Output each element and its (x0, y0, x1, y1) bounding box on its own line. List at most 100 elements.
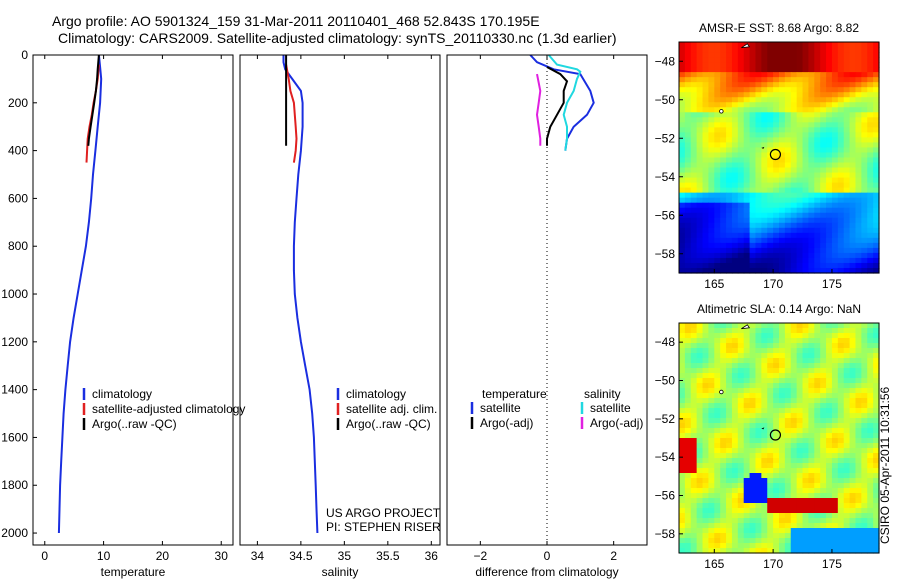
map-cell (779, 242, 786, 249)
map-cell (784, 488, 792, 494)
map-cell (802, 513, 810, 519)
map-cell (779, 548, 786, 554)
map-cell (779, 202, 786, 209)
map-cell (702, 167, 710, 174)
map-cell (843, 237, 851, 244)
map-cell (796, 97, 804, 103)
map-cell (814, 338, 821, 344)
map-cell (690, 127, 698, 133)
map-cell (867, 538, 874, 544)
map-cell (708, 267, 715, 274)
map-cell (855, 368, 862, 374)
map-cell (679, 257, 686, 264)
map-cell (767, 543, 774, 549)
map-cell (702, 67, 710, 73)
map-cell (773, 443, 780, 449)
map-cell (790, 483, 798, 489)
map-cell (820, 528, 827, 534)
map-cell (749, 147, 757, 154)
map-cell (708, 463, 715, 469)
map-cell (867, 373, 874, 379)
map-cell (873, 202, 880, 209)
map-cell (743, 458, 751, 464)
island-outline (761, 427, 765, 430)
map-cell (784, 323, 792, 329)
map-cell (826, 152, 833, 159)
map-cell (802, 398, 810, 404)
map-cell (684, 458, 692, 464)
map-cell (802, 107, 810, 113)
map-cell (679, 112, 686, 118)
map-cell (784, 493, 792, 499)
map-cell (726, 533, 733, 539)
map-cell (802, 182, 810, 189)
map-cell (720, 212, 727, 219)
map-cell (867, 503, 874, 509)
map-cell (737, 398, 745, 404)
map-cell (867, 513, 874, 519)
map-cell (726, 538, 733, 544)
map-cell (873, 72, 880, 78)
map-cell (837, 418, 845, 424)
map-cell (867, 67, 874, 73)
map-cell (796, 338, 804, 344)
map-cell (831, 373, 839, 379)
legend-label: Argo(-adj) (480, 416, 533, 430)
map-cell (720, 197, 727, 204)
map-cell (731, 72, 739, 78)
map-cell (843, 458, 851, 464)
map-cell (855, 488, 862, 494)
map-cell (867, 92, 874, 98)
map-cell (749, 508, 757, 514)
map-cell (779, 112, 786, 118)
map-cell (743, 237, 751, 244)
map-cell (708, 453, 715, 459)
map-cell (790, 97, 798, 103)
legend-label: Argo(..raw -QC) (346, 417, 431, 431)
map-cell (855, 378, 862, 384)
map-cell (808, 162, 815, 169)
map-cell (773, 413, 780, 419)
map-cell (702, 257, 710, 264)
map-cell (773, 373, 780, 379)
map-cell (826, 438, 833, 444)
map-cell (773, 543, 780, 549)
map-cell (720, 323, 727, 329)
map-cell (761, 373, 768, 379)
map-cell (831, 252, 839, 259)
map-cell (702, 378, 710, 384)
map-cell (679, 338, 686, 344)
map-cell (755, 142, 762, 149)
map-cell (708, 42, 715, 48)
map-cell (796, 423, 804, 429)
map-cell (796, 217, 804, 224)
map-cell (831, 393, 839, 399)
map-cell (796, 483, 804, 489)
map-cell (720, 157, 727, 164)
map-cell (790, 463, 798, 469)
map-cell (820, 483, 827, 489)
map-cell (837, 172, 845, 179)
map-cell (714, 398, 721, 404)
map-cell (690, 328, 698, 334)
map-cell (761, 252, 768, 259)
map-cell (867, 167, 874, 174)
map-cell (720, 267, 727, 274)
map-cell (702, 368, 710, 374)
map-cell (831, 493, 839, 499)
map-cell (737, 137, 745, 144)
map-cell (784, 162, 792, 169)
map-cell (826, 87, 833, 93)
map-cell (867, 328, 874, 334)
map-cell (784, 42, 792, 48)
map-cell (737, 72, 745, 78)
map-cell (684, 162, 692, 169)
map-cell (749, 82, 757, 88)
map-cell (861, 453, 868, 459)
x-tick-label: 0 (41, 549, 48, 563)
map-cell (749, 393, 757, 399)
map-cell (720, 147, 727, 154)
map-cell (796, 262, 804, 269)
map-cell (849, 538, 857, 544)
y-tick-label: 400 (8, 144, 28, 158)
